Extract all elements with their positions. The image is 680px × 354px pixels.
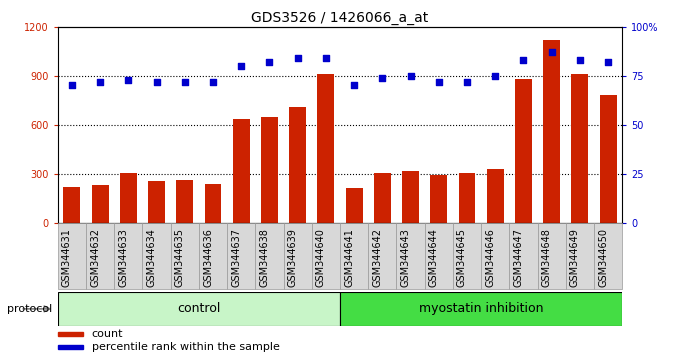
Text: GSM344650: GSM344650 bbox=[598, 228, 608, 287]
Point bbox=[95, 79, 105, 84]
FancyBboxPatch shape bbox=[171, 223, 199, 289]
FancyBboxPatch shape bbox=[396, 223, 425, 289]
Bar bbox=[571, 74, 588, 223]
Point bbox=[377, 75, 388, 80]
FancyBboxPatch shape bbox=[340, 223, 369, 289]
Text: GSM344635: GSM344635 bbox=[175, 228, 185, 287]
FancyBboxPatch shape bbox=[566, 223, 594, 289]
Bar bbox=[600, 95, 617, 223]
FancyBboxPatch shape bbox=[425, 223, 453, 289]
Point bbox=[405, 73, 416, 79]
Text: GSM344649: GSM344649 bbox=[570, 228, 580, 287]
Text: GSM344641: GSM344641 bbox=[344, 228, 354, 287]
Text: GSM344645: GSM344645 bbox=[457, 228, 467, 287]
Bar bbox=[58, 332, 83, 336]
Point bbox=[320, 55, 331, 61]
Bar bbox=[148, 181, 165, 223]
FancyBboxPatch shape bbox=[509, 223, 538, 289]
Text: GSM344633: GSM344633 bbox=[118, 228, 129, 287]
Bar bbox=[176, 181, 193, 223]
FancyBboxPatch shape bbox=[369, 223, 396, 289]
FancyBboxPatch shape bbox=[199, 223, 227, 289]
Bar bbox=[205, 184, 222, 223]
Point bbox=[264, 59, 275, 65]
Point bbox=[207, 79, 218, 84]
Text: GDS3526 / 1426066_a_at: GDS3526 / 1426066_a_at bbox=[252, 11, 428, 25]
Point bbox=[151, 79, 162, 84]
Point bbox=[462, 79, 473, 84]
Bar bbox=[233, 119, 250, 223]
Text: GSM344647: GSM344647 bbox=[513, 228, 524, 287]
Point bbox=[575, 57, 585, 63]
Point bbox=[67, 82, 78, 88]
FancyBboxPatch shape bbox=[594, 223, 622, 289]
Point bbox=[349, 82, 360, 88]
Bar bbox=[430, 175, 447, 223]
FancyBboxPatch shape bbox=[340, 292, 622, 326]
Point bbox=[123, 77, 134, 82]
FancyBboxPatch shape bbox=[453, 223, 481, 289]
Bar bbox=[345, 188, 362, 223]
Bar bbox=[402, 171, 419, 223]
Text: GSM344634: GSM344634 bbox=[147, 228, 156, 287]
Point bbox=[546, 49, 557, 55]
Point bbox=[180, 79, 190, 84]
Text: GSM344642: GSM344642 bbox=[373, 228, 382, 287]
Text: GSM344636: GSM344636 bbox=[203, 228, 213, 287]
Text: GSM344644: GSM344644 bbox=[429, 228, 439, 287]
Text: GSM344643: GSM344643 bbox=[401, 228, 411, 287]
Bar bbox=[289, 107, 306, 223]
FancyBboxPatch shape bbox=[86, 223, 114, 289]
Text: count: count bbox=[92, 329, 123, 339]
Text: GSM344639: GSM344639 bbox=[288, 228, 298, 287]
Point bbox=[518, 57, 529, 63]
Text: protocol: protocol bbox=[7, 304, 52, 314]
Bar bbox=[487, 169, 504, 223]
Bar bbox=[543, 40, 560, 223]
Text: percentile rank within the sample: percentile rank within the sample bbox=[92, 342, 279, 352]
Bar bbox=[515, 79, 532, 223]
Text: GSM344638: GSM344638 bbox=[260, 228, 269, 287]
Text: myostatin inhibition: myostatin inhibition bbox=[419, 302, 543, 315]
FancyBboxPatch shape bbox=[481, 223, 509, 289]
FancyBboxPatch shape bbox=[227, 223, 256, 289]
Bar bbox=[458, 173, 475, 223]
Text: GSM344646: GSM344646 bbox=[486, 228, 495, 287]
FancyBboxPatch shape bbox=[58, 292, 340, 326]
FancyBboxPatch shape bbox=[284, 223, 312, 289]
FancyBboxPatch shape bbox=[312, 223, 340, 289]
Point bbox=[433, 79, 444, 84]
Point bbox=[602, 59, 613, 65]
FancyBboxPatch shape bbox=[256, 223, 284, 289]
Bar bbox=[58, 346, 83, 349]
Bar bbox=[374, 173, 391, 223]
Bar bbox=[63, 187, 80, 223]
Bar bbox=[120, 173, 137, 223]
Text: GSM344640: GSM344640 bbox=[316, 228, 326, 287]
Point bbox=[490, 73, 500, 79]
Text: GSM344631: GSM344631 bbox=[62, 228, 72, 287]
Point bbox=[236, 63, 247, 69]
Text: GSM344632: GSM344632 bbox=[90, 228, 100, 287]
Point bbox=[292, 55, 303, 61]
FancyBboxPatch shape bbox=[114, 223, 143, 289]
FancyBboxPatch shape bbox=[58, 223, 86, 289]
Bar bbox=[318, 74, 335, 223]
Text: control: control bbox=[177, 302, 220, 315]
Text: GSM344637: GSM344637 bbox=[231, 228, 241, 287]
Bar bbox=[261, 118, 278, 223]
Bar bbox=[92, 185, 109, 223]
Text: GSM344648: GSM344648 bbox=[542, 228, 551, 287]
FancyBboxPatch shape bbox=[538, 223, 566, 289]
FancyBboxPatch shape bbox=[143, 223, 171, 289]
